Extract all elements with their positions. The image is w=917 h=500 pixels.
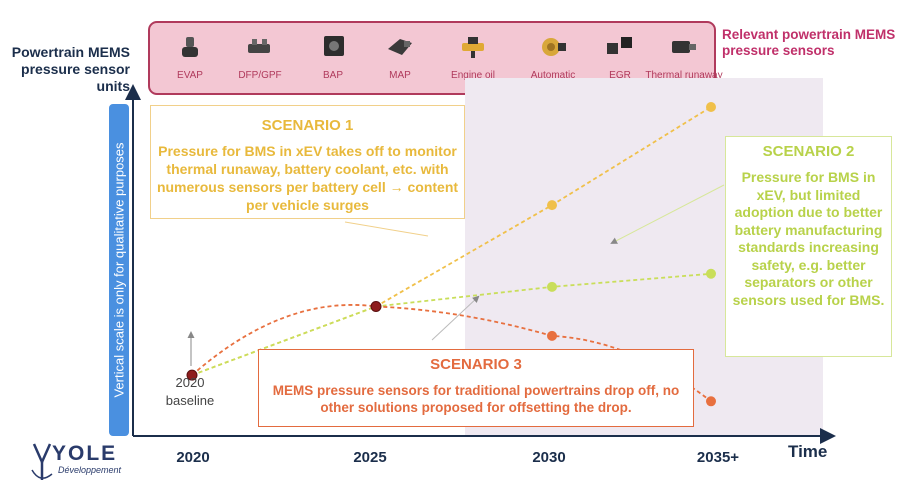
dfp-gpf-sensor-icon	[248, 39, 270, 53]
x-axis-title: Time	[788, 442, 828, 461]
sensor-label: Thermal runaway	[645, 70, 723, 81]
thermal-runaway-sensor-icon	[672, 41, 696, 53]
engine-oil-sensor-icon	[462, 37, 484, 58]
scenario-1-box: SCENARIO 1 Pressure for BMS in xEV takes…	[150, 105, 465, 219]
scenario-3-body: MEMS pressure sensors for traditional po…	[272, 383, 680, 415]
x-tick-label: 2035+	[696, 449, 740, 466]
sensor-label: EGR	[609, 70, 631, 81]
series-point	[547, 330, 557, 341]
scenario-2-box: SCENARIO 2 Pressure for BMS in xEV, but …	[725, 136, 892, 357]
sensor-label: DFP/GPF	[238, 70, 282, 81]
scenario-2-body: Pressure for BMS in xEV, but limited ado…	[732, 169, 885, 308]
yole-logo-mark-icon	[31, 443, 53, 480]
sensor-engine-oil: Engine oil	[433, 23, 513, 95]
sensor-bap: BAP	[293, 23, 373, 95]
baseline-label: 2020 baseline	[165, 375, 215, 408]
scenario-3-box: SCENARIO 3 MEMS pressure sensors for tra…	[258, 349, 694, 427]
banner-title: Relevant powertrain MEMS pressure sensor…	[722, 27, 896, 58]
x-tick-label: 2025	[353, 449, 387, 466]
yole-logo: YOLE Développement	[30, 440, 126, 484]
s1-pointer	[344, 221, 429, 237]
scenario-2-title: SCENARIO 2	[762, 143, 855, 160]
sensor-evap: EVAP	[150, 23, 230, 95]
evap-sensor-icon	[182, 37, 198, 57]
sensor-map: MAP	[360, 23, 440, 95]
x-tick-label: 2030	[532, 449, 566, 466]
series-point	[186, 369, 198, 381]
y-axis-title: Powertrain MEMS pressure sensor units	[11, 44, 130, 94]
sensor-label: Engine oil	[451, 70, 495, 81]
map-sensor-icon	[388, 39, 412, 55]
series-point	[547, 281, 557, 292]
series-point	[370, 300, 382, 312]
transmission-oil-sensor-icon	[542, 38, 566, 56]
series-point	[706, 268, 716, 279]
egr-sensor-icon	[607, 37, 632, 54]
logo-wordmark: YOLE	[52, 442, 118, 465]
sensor-label: EVAP	[177, 70, 203, 81]
series-point	[706, 396, 716, 407]
x-tick-label: 2020	[176, 449, 210, 466]
scenario-3-title: SCENARIO 3	[430, 356, 522, 373]
qualitative-scale-note: Vertical scale is only for qualitative p…	[109, 104, 129, 436]
series-point	[547, 200, 557, 211]
series-layer	[186, 102, 716, 407]
sensor-label: BAP	[322, 70, 343, 81]
sensor-label: MAP	[389, 70, 411, 81]
s3-pointer	[431, 295, 480, 341]
series-point	[706, 102, 716, 112]
series-line	[191, 272, 712, 376]
scenario-1-title: SCENARIO 1	[261, 117, 354, 134]
s2-pointer	[610, 184, 725, 244]
scenario-1-body: Pressure for BMS in xEV takes off to mon…	[156, 143, 459, 213]
bap-sensor-icon	[324, 36, 344, 56]
sensor-dfp-gpf: DFP/GPF	[220, 23, 300, 95]
logo-subtitle: Développement	[58, 465, 122, 475]
sensor-egr: EGR	[580, 23, 660, 95]
sensor-thermal-runaway: Thermal runaway	[644, 23, 724, 95]
